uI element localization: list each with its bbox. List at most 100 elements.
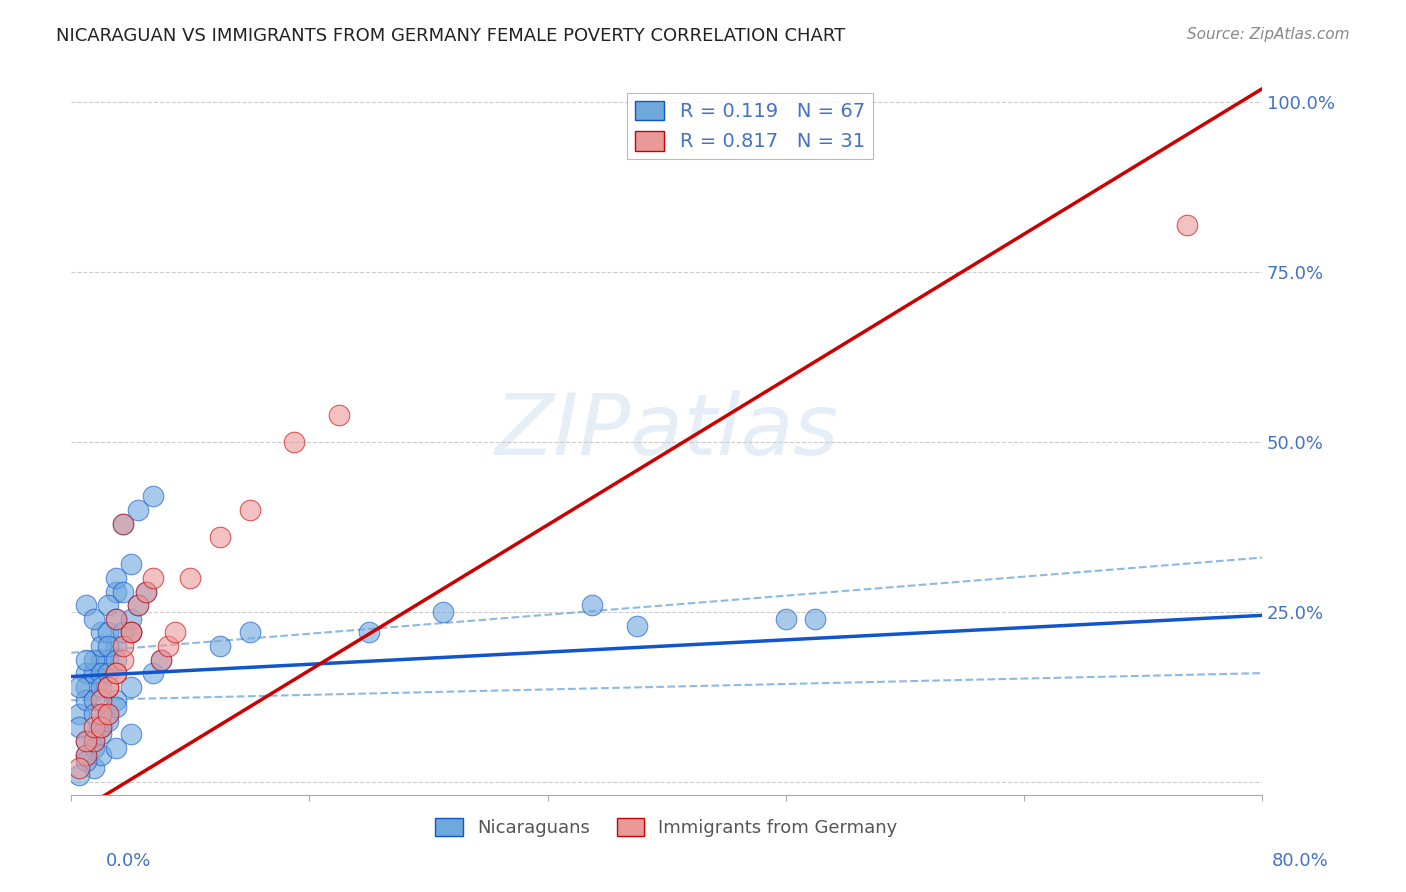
Point	[165, 625, 187, 640]
Point	[112, 625, 135, 640]
Point	[97, 706, 120, 721]
Point	[90, 693, 112, 707]
Point	[804, 612, 827, 626]
Point	[75, 680, 97, 694]
Point	[97, 666, 120, 681]
Point	[120, 558, 142, 572]
Text: 0.0%: 0.0%	[105, 852, 150, 870]
Point	[67, 706, 90, 721]
Point	[179, 571, 201, 585]
Point	[104, 639, 127, 653]
Text: Source: ZipAtlas.com: Source: ZipAtlas.com	[1187, 27, 1350, 42]
Point	[104, 700, 127, 714]
Point	[90, 639, 112, 653]
Point	[127, 598, 149, 612]
Point	[104, 612, 127, 626]
Point	[283, 435, 305, 450]
Point	[112, 639, 135, 653]
Point	[67, 768, 90, 782]
Point	[104, 693, 127, 707]
Point	[90, 666, 112, 681]
Point	[120, 625, 142, 640]
Point	[75, 734, 97, 748]
Point	[581, 598, 603, 612]
Point	[135, 584, 157, 599]
Point	[104, 666, 127, 681]
Point	[112, 652, 135, 666]
Point	[120, 625, 142, 640]
Point	[75, 598, 97, 612]
Point	[120, 612, 142, 626]
Text: ZIPatlas: ZIPatlas	[495, 391, 839, 474]
Point	[142, 666, 165, 681]
Point	[1177, 218, 1199, 232]
Point	[112, 584, 135, 599]
Point	[209, 530, 232, 544]
Point	[104, 571, 127, 585]
Point	[97, 706, 120, 721]
Point	[328, 408, 350, 422]
Point	[75, 755, 97, 769]
Point	[142, 490, 165, 504]
Point	[75, 693, 97, 707]
Point	[90, 721, 112, 735]
Point	[104, 652, 127, 666]
Point	[90, 625, 112, 640]
Point	[357, 625, 380, 640]
Point	[83, 612, 105, 626]
Point	[90, 706, 112, 721]
Point	[83, 706, 105, 721]
Point	[75, 652, 97, 666]
Point	[104, 612, 127, 626]
Point	[97, 652, 120, 666]
Point	[67, 761, 90, 775]
Point	[83, 761, 105, 775]
Point	[90, 747, 112, 762]
Point	[67, 680, 90, 694]
Point	[90, 680, 112, 694]
Point	[142, 571, 165, 585]
Point	[75, 734, 97, 748]
Legend: Nicaraguans, Immigrants from Germany: Nicaraguans, Immigrants from Germany	[429, 811, 905, 845]
Point	[120, 680, 142, 694]
Point	[127, 598, 149, 612]
Point	[83, 652, 105, 666]
Point	[104, 740, 127, 755]
Point	[97, 639, 120, 653]
Point	[775, 612, 797, 626]
Point	[120, 727, 142, 741]
Point	[83, 666, 105, 681]
Point	[112, 516, 135, 531]
Point	[83, 721, 105, 735]
Point	[239, 625, 262, 640]
Point	[626, 618, 648, 632]
Point	[149, 652, 172, 666]
Point	[83, 734, 105, 748]
Point	[90, 721, 112, 735]
Point	[97, 680, 120, 694]
Point	[120, 625, 142, 640]
Point	[83, 693, 105, 707]
Point	[75, 666, 97, 681]
Point	[112, 516, 135, 531]
Point	[156, 639, 179, 653]
Point	[90, 673, 112, 687]
Point	[83, 734, 105, 748]
Point	[104, 584, 127, 599]
Point	[432, 605, 454, 619]
Point	[149, 652, 172, 666]
Text: NICARAGUAN VS IMMIGRANTS FROM GERMANY FEMALE POVERTY CORRELATION CHART: NICARAGUAN VS IMMIGRANTS FROM GERMANY FE…	[56, 27, 845, 45]
Point	[90, 727, 112, 741]
Point	[97, 680, 120, 694]
Point	[75, 747, 97, 762]
Point	[127, 503, 149, 517]
Point	[83, 740, 105, 755]
Point	[209, 639, 232, 653]
Point	[97, 625, 120, 640]
Point	[239, 503, 262, 517]
Point	[90, 652, 112, 666]
Point	[97, 714, 120, 728]
Text: 80.0%: 80.0%	[1272, 852, 1329, 870]
Point	[67, 721, 90, 735]
Point	[75, 747, 97, 762]
